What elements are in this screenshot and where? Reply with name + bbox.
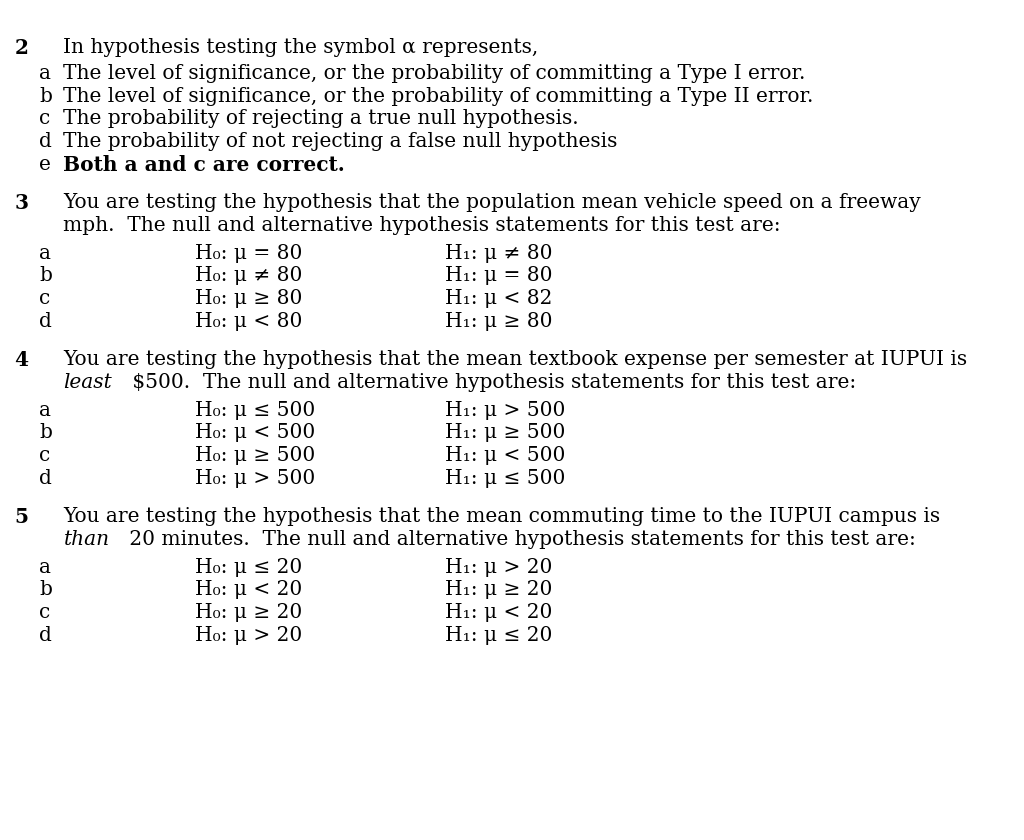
Text: 5: 5 xyxy=(14,507,29,528)
Text: 3: 3 xyxy=(14,193,29,213)
Text: H₁: μ ≤ 500: H₁: μ ≤ 500 xyxy=(445,469,566,488)
Text: than: than xyxy=(63,530,110,549)
Text: 4: 4 xyxy=(14,350,29,370)
Text: H₁: μ ≥ 20: H₁: μ ≥ 20 xyxy=(445,580,553,600)
Text: H₁: μ ≥ 500: H₁: μ ≥ 500 xyxy=(445,423,566,443)
Text: H₀: μ > 500: H₀: μ > 500 xyxy=(195,469,314,488)
Text: a: a xyxy=(39,401,51,420)
Text: d: d xyxy=(39,312,52,331)
Text: d: d xyxy=(39,132,52,151)
Text: H₁: μ < 82: H₁: μ < 82 xyxy=(445,289,553,308)
Text: a: a xyxy=(39,558,51,577)
Text: a: a xyxy=(39,64,51,83)
Text: In hypothesis testing the symbol α represents,: In hypothesis testing the symbol α repre… xyxy=(63,38,539,57)
Text: H₁: μ ≠ 80: H₁: μ ≠ 80 xyxy=(445,244,553,263)
Text: b: b xyxy=(39,580,52,600)
Text: H₀: μ ≥ 80: H₀: μ ≥ 80 xyxy=(195,289,302,308)
Text: H₀: μ ≥ 500: H₀: μ ≥ 500 xyxy=(195,446,314,465)
Text: H₁: μ = 80: H₁: μ = 80 xyxy=(445,266,553,286)
Text: You are testing the hypothesis that the mean commuting time to the IUPUI campus : You are testing the hypothesis that the … xyxy=(63,507,947,527)
Text: mph.  The null and alternative hypothesis statements for this test are:: mph. The null and alternative hypothesis… xyxy=(63,216,781,235)
Text: H₀: μ < 80: H₀: μ < 80 xyxy=(195,312,302,331)
Text: H₀: μ < 20: H₀: μ < 20 xyxy=(195,580,302,600)
Text: H₀: μ ≥ 20: H₀: μ ≥ 20 xyxy=(195,603,302,622)
Text: 20 minutes.  The null and alternative hypothesis statements for this test are:: 20 minutes. The null and alternative hyp… xyxy=(123,530,915,549)
Text: H₁: μ > 500: H₁: μ > 500 xyxy=(445,401,566,420)
Text: c: c xyxy=(39,446,50,465)
Text: b: b xyxy=(39,423,52,443)
Text: e: e xyxy=(39,155,51,174)
Text: The level of significance, or the probability of committing a Type II error.: The level of significance, or the probab… xyxy=(63,87,814,106)
Text: b: b xyxy=(39,87,52,106)
Text: H₁: μ ≤ 20: H₁: μ ≤ 20 xyxy=(445,626,553,645)
Text: The probability of not rejecting a false null hypothesis: The probability of not rejecting a false… xyxy=(63,132,617,151)
Text: The probability of rejecting a true null hypothesis.: The probability of rejecting a true null… xyxy=(63,109,580,129)
Text: H₀: μ ≠ 80: H₀: μ ≠ 80 xyxy=(195,266,302,286)
Text: You are testing the hypothesis that the population mean vehicle speed on a freew: You are testing the hypothesis that the … xyxy=(63,193,928,213)
Text: d: d xyxy=(39,626,52,645)
Text: least: least xyxy=(63,373,113,392)
Text: H₁: μ < 20: H₁: μ < 20 xyxy=(445,603,553,622)
Text: b: b xyxy=(39,266,52,286)
Text: The level of significance, or the probability of committing a Type I error.: The level of significance, or the probab… xyxy=(63,64,806,83)
Text: 2: 2 xyxy=(14,38,29,58)
Text: c: c xyxy=(39,289,50,308)
Text: c: c xyxy=(39,603,50,622)
Text: H₁: μ ≥ 80: H₁: μ ≥ 80 xyxy=(445,312,553,331)
Text: H₀: μ < 500: H₀: μ < 500 xyxy=(195,423,314,443)
Text: Both a and c are correct.: Both a and c are correct. xyxy=(63,155,345,175)
Text: H₁: μ < 500: H₁: μ < 500 xyxy=(445,446,566,465)
Text: c: c xyxy=(39,109,50,129)
Text: H₀: μ = 80: H₀: μ = 80 xyxy=(195,244,302,263)
Text: H₀: μ > 20: H₀: μ > 20 xyxy=(195,626,302,645)
Text: $500.  The null and alternative hypothesis statements for this test are:: $500. The null and alternative hypothesi… xyxy=(126,373,857,392)
Text: a: a xyxy=(39,244,51,263)
Text: H₁: μ > 20: H₁: μ > 20 xyxy=(445,558,553,577)
Text: d: d xyxy=(39,469,52,488)
Text: You are testing the hypothesis that the mean textbook expense per semester at IU: You are testing the hypothesis that the … xyxy=(63,350,974,370)
Text: H₀: μ ≤ 500: H₀: μ ≤ 500 xyxy=(195,401,314,420)
Text: H₀: μ ≤ 20: H₀: μ ≤ 20 xyxy=(195,558,302,577)
